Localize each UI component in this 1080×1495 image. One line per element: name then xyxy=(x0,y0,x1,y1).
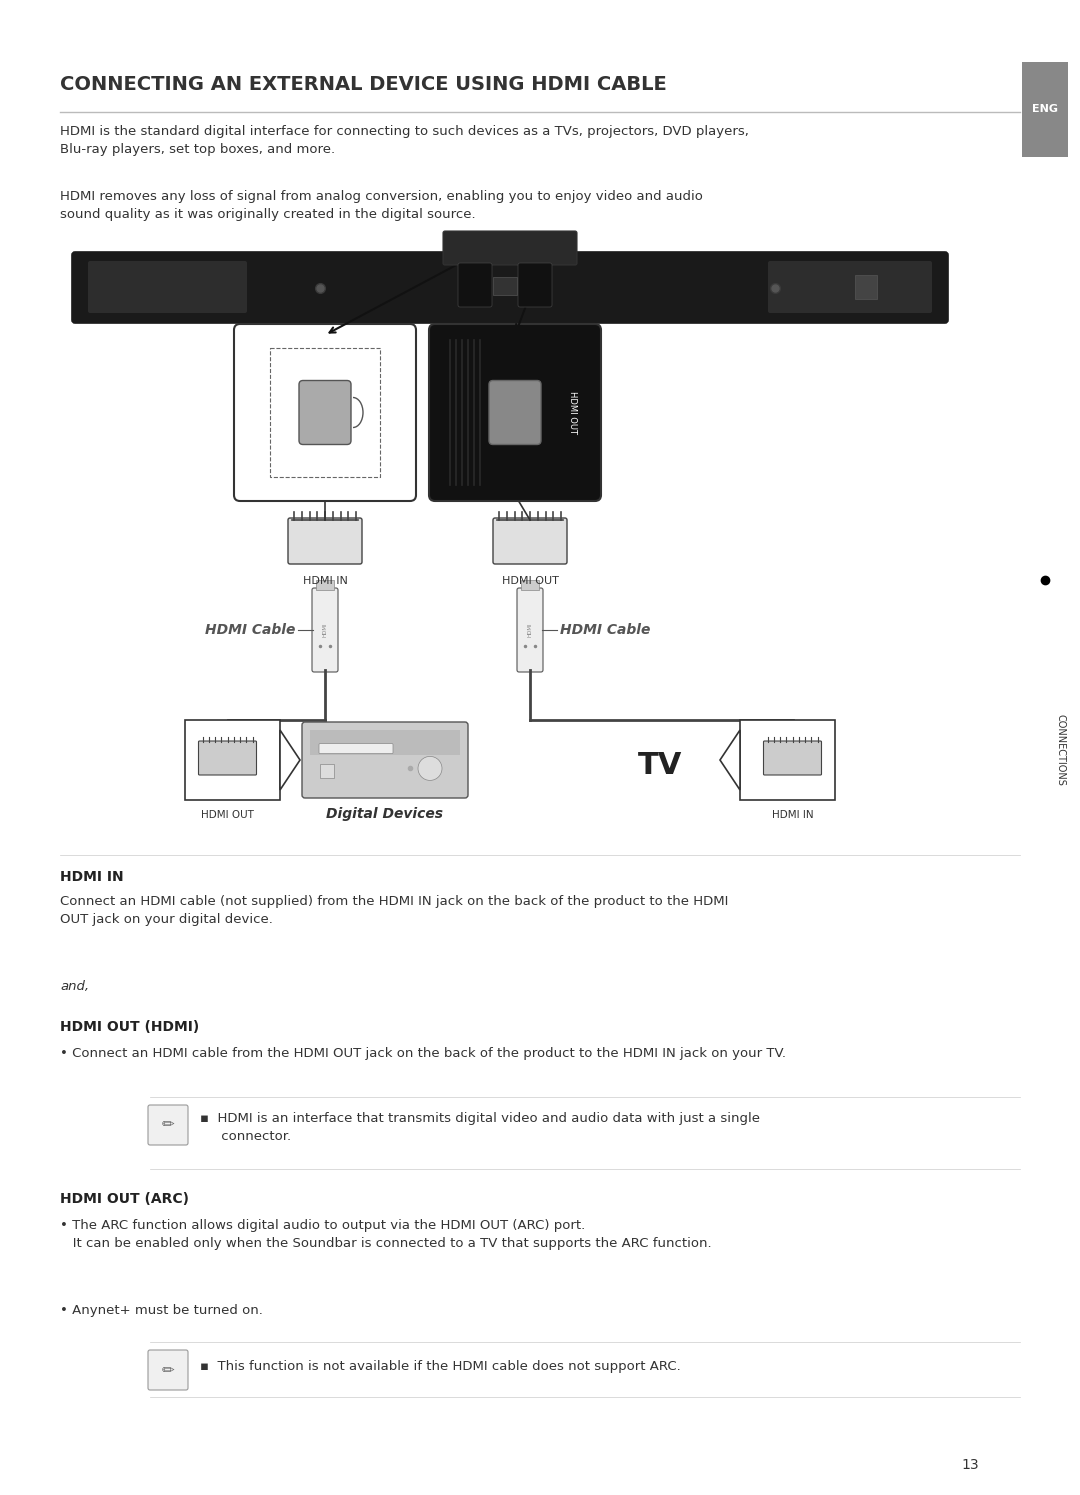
Polygon shape xyxy=(280,730,300,789)
Text: HDMI: HDMI xyxy=(323,623,327,637)
Text: Digital Devices: Digital Devices xyxy=(326,807,444,821)
Text: HDMI OUT (ARC): HDMI OUT (ARC) xyxy=(60,1192,189,1206)
Text: 13: 13 xyxy=(961,1458,978,1473)
FancyBboxPatch shape xyxy=(288,517,362,564)
FancyBboxPatch shape xyxy=(320,764,334,777)
FancyBboxPatch shape xyxy=(199,742,257,774)
FancyBboxPatch shape xyxy=(1022,61,1068,157)
Text: ✏: ✏ xyxy=(162,1117,174,1133)
FancyBboxPatch shape xyxy=(489,381,541,444)
FancyBboxPatch shape xyxy=(234,324,416,501)
Text: ENG: ENG xyxy=(1032,105,1058,115)
Text: • Connect an HDMI cable from the HDMI OUT jack on the back of the product to the: • Connect an HDMI cable from the HDMI OU… xyxy=(60,1046,786,1060)
FancyBboxPatch shape xyxy=(148,1350,188,1390)
FancyBboxPatch shape xyxy=(429,324,600,501)
FancyBboxPatch shape xyxy=(855,275,877,299)
FancyBboxPatch shape xyxy=(443,232,577,265)
FancyBboxPatch shape xyxy=(148,1105,188,1145)
Text: CONNECTIONS: CONNECTIONS xyxy=(1055,715,1065,786)
Text: HDMI OUT: HDMI OUT xyxy=(568,392,578,434)
Text: HDMI OUT: HDMI OUT xyxy=(201,810,254,819)
FancyBboxPatch shape xyxy=(72,253,948,323)
Text: ✏: ✏ xyxy=(162,1362,174,1377)
Text: Connect an HDMI cable (not supplied) from the HDMI IN jack on the back of the pr: Connect an HDMI cable (not supplied) fro… xyxy=(60,896,728,925)
Text: HDMI OUT: HDMI OUT xyxy=(501,576,558,586)
Text: TV: TV xyxy=(638,750,683,779)
Circle shape xyxy=(418,756,442,780)
FancyBboxPatch shape xyxy=(458,263,492,306)
FancyBboxPatch shape xyxy=(310,730,460,755)
Text: HDMI IN: HDMI IN xyxy=(302,576,348,586)
Text: HDMI Cable: HDMI Cable xyxy=(204,623,295,637)
FancyBboxPatch shape xyxy=(185,721,280,800)
FancyBboxPatch shape xyxy=(768,262,932,312)
FancyBboxPatch shape xyxy=(492,277,517,295)
FancyBboxPatch shape xyxy=(319,743,393,753)
FancyBboxPatch shape xyxy=(316,580,334,591)
Text: HDMI IN: HDMI IN xyxy=(772,810,813,819)
FancyBboxPatch shape xyxy=(312,588,338,671)
FancyBboxPatch shape xyxy=(492,517,567,564)
Text: HDMI Cable: HDMI Cable xyxy=(561,623,650,637)
Text: HDMI IN: HDMI IN xyxy=(60,870,123,884)
Text: • The ARC function allows digital audio to output via the HDMI OUT (ARC) port.
 : • The ARC function allows digital audio … xyxy=(60,1218,712,1250)
FancyBboxPatch shape xyxy=(521,580,539,591)
Text: HDMI: HDMI xyxy=(527,623,532,637)
FancyBboxPatch shape xyxy=(87,262,247,312)
Text: ▪  This function is not available if the HDMI cable does not support ARC.: ▪ This function is not available if the … xyxy=(200,1360,680,1372)
Text: ▪  HDMI is an interface that transmits digital video and audio data with just a : ▪ HDMI is an interface that transmits di… xyxy=(200,1112,760,1144)
Text: and,: and, xyxy=(60,981,90,993)
FancyBboxPatch shape xyxy=(518,263,552,306)
Polygon shape xyxy=(720,730,740,789)
FancyBboxPatch shape xyxy=(764,742,822,774)
Text: CONNECTING AN EXTERNAL DEVICE USING HDMI CABLE: CONNECTING AN EXTERNAL DEVICE USING HDMI… xyxy=(60,75,666,94)
Text: HDMI OUT (HDMI): HDMI OUT (HDMI) xyxy=(60,1020,199,1035)
Text: HDMI removes any loss of signal from analog conversion, enabling you to enjoy vi: HDMI removes any loss of signal from ana… xyxy=(60,190,703,221)
FancyBboxPatch shape xyxy=(299,381,351,444)
Text: HDMI is the standard digital interface for connecting to such devices as a TVs, : HDMI is the standard digital interface f… xyxy=(60,126,748,155)
FancyBboxPatch shape xyxy=(740,721,835,800)
Text: • Anynet+ must be turned on.: • Anynet+ must be turned on. xyxy=(60,1304,262,1317)
FancyBboxPatch shape xyxy=(302,722,468,798)
FancyBboxPatch shape xyxy=(517,588,543,671)
